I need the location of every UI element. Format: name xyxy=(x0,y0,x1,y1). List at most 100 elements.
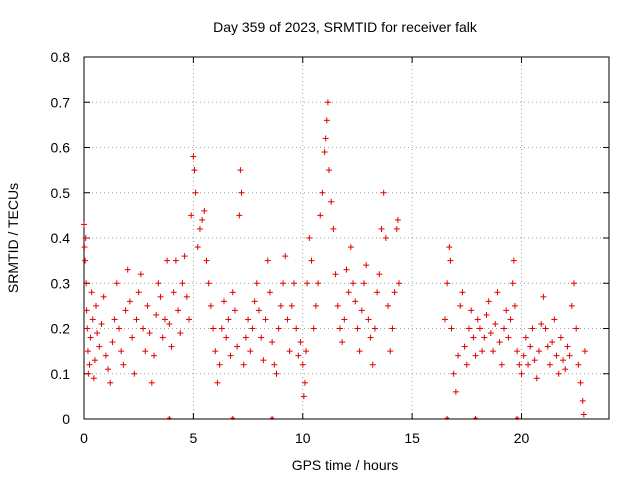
data-point xyxy=(476,325,483,332)
data-point xyxy=(315,280,322,287)
data-point xyxy=(308,257,315,264)
data-point xyxy=(84,325,91,332)
data-point xyxy=(496,339,503,346)
data-point xyxy=(85,370,92,377)
data-point xyxy=(113,280,120,287)
data-point xyxy=(564,343,571,350)
data-point xyxy=(571,280,577,287)
data-point xyxy=(382,235,389,241)
data-point xyxy=(164,257,171,264)
data-point xyxy=(540,293,547,300)
data-point xyxy=(291,280,297,287)
data-point xyxy=(170,289,177,296)
data-point xyxy=(448,325,455,332)
data-point xyxy=(551,316,558,323)
data-point xyxy=(312,302,319,309)
data-point xyxy=(332,271,339,278)
data-point xyxy=(352,298,359,305)
y-tick-label: 0.1 xyxy=(51,366,71,382)
data-point xyxy=(536,348,542,355)
data-point xyxy=(306,235,313,241)
data-point xyxy=(179,280,186,287)
data-point xyxy=(525,361,532,368)
data-point xyxy=(191,167,198,174)
data-point xyxy=(295,352,302,359)
y-tick-label: 0.3 xyxy=(51,275,71,291)
data-point xyxy=(280,280,287,287)
data-point xyxy=(361,280,367,287)
data-point xyxy=(157,293,164,300)
data-point xyxy=(391,289,398,296)
data-point xyxy=(557,334,564,341)
y-tick-label: 0.6 xyxy=(51,140,71,156)
data-point xyxy=(223,334,230,341)
data-point xyxy=(317,212,324,219)
data-point xyxy=(190,153,197,160)
x-tick-label: 20 xyxy=(514,430,530,446)
data-point xyxy=(538,320,545,327)
data-point xyxy=(549,339,556,346)
data-point xyxy=(126,298,133,305)
data-point xyxy=(466,325,472,332)
data-point xyxy=(330,225,337,232)
data-point xyxy=(560,357,567,364)
y-axis-label: SRMTID / TECUs xyxy=(5,183,21,293)
data-point xyxy=(212,348,219,355)
data-point xyxy=(343,266,350,273)
data-point xyxy=(461,343,468,350)
data-point xyxy=(151,352,157,359)
data-point xyxy=(221,298,227,305)
data-point xyxy=(111,316,118,323)
data-point xyxy=(336,325,343,332)
data-point xyxy=(371,325,378,332)
data-point xyxy=(227,352,234,359)
y-tick-label: 0.8 xyxy=(51,49,71,65)
data-point xyxy=(271,361,278,368)
data-point xyxy=(293,325,300,332)
data-point xyxy=(446,244,453,251)
grid-lines xyxy=(84,57,609,419)
data-point xyxy=(514,348,521,355)
data-point xyxy=(481,334,488,341)
data-point xyxy=(144,302,151,309)
data-point xyxy=(323,117,330,124)
data-point xyxy=(237,167,244,174)
data-point xyxy=(89,316,96,323)
data-point xyxy=(82,235,89,241)
zero-marker xyxy=(270,416,275,420)
data-point xyxy=(102,352,109,359)
data-point xyxy=(472,352,479,359)
data-point xyxy=(389,325,396,332)
data-point xyxy=(238,189,245,196)
data-point xyxy=(321,149,328,156)
data-point xyxy=(251,298,258,305)
data-point xyxy=(358,307,365,314)
data-point xyxy=(396,280,402,287)
data-point xyxy=(153,311,160,318)
data-point xyxy=(225,316,232,323)
data-point xyxy=(339,339,346,346)
data-point xyxy=(146,330,153,337)
zero-marker xyxy=(473,416,478,420)
data-point xyxy=(242,334,249,341)
x-tick-labels: 0 5 10 15 20 xyxy=(80,430,529,446)
data-point xyxy=(441,316,448,323)
data-point xyxy=(253,280,260,287)
data-point xyxy=(159,334,166,341)
data-point xyxy=(546,361,553,368)
data-point xyxy=(378,225,385,232)
data-point xyxy=(161,316,168,323)
data-point xyxy=(385,302,392,309)
data-point xyxy=(511,302,518,309)
data-point xyxy=(96,343,103,350)
data-point xyxy=(231,307,238,314)
zero-marker xyxy=(230,416,235,420)
data-point xyxy=(520,352,527,359)
data-point xyxy=(376,271,383,278)
data-point xyxy=(299,361,306,368)
data-point xyxy=(542,325,549,332)
data-point xyxy=(288,302,295,309)
data-point xyxy=(203,257,210,264)
data-point xyxy=(356,348,363,355)
data-point xyxy=(470,334,477,341)
